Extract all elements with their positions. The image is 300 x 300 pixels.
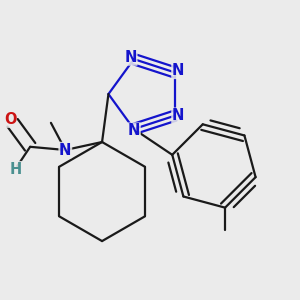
Text: H: H bbox=[10, 162, 22, 177]
Text: N: N bbox=[124, 50, 137, 65]
Text: N: N bbox=[172, 108, 184, 123]
Text: N: N bbox=[128, 123, 140, 138]
Text: O: O bbox=[4, 112, 16, 127]
Text: N: N bbox=[172, 63, 184, 78]
Text: N: N bbox=[59, 142, 71, 158]
